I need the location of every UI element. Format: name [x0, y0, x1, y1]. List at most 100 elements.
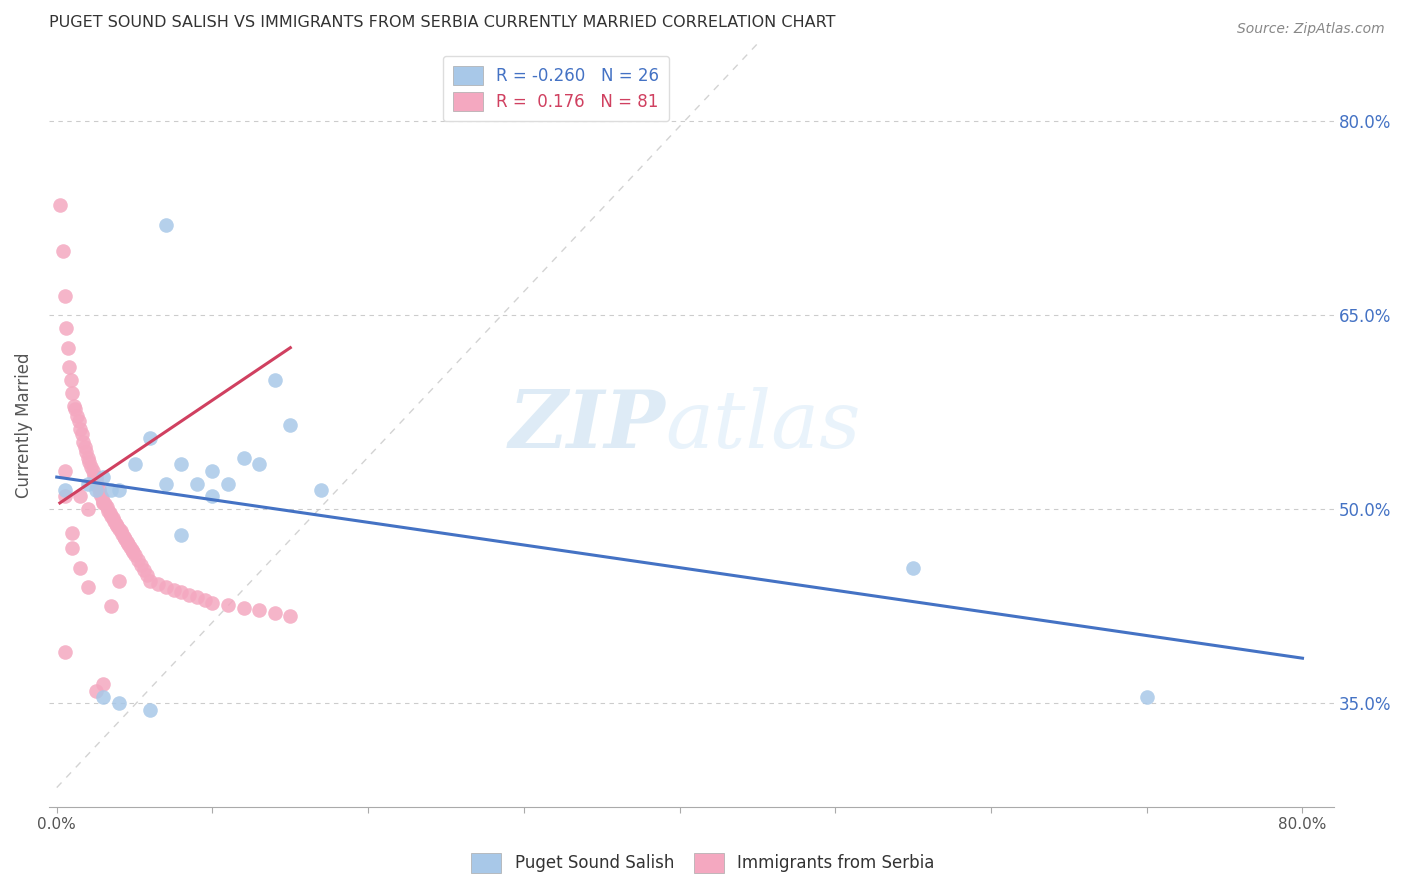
Point [108, 522, 131, 536]
Point [110, 524, 132, 539]
Point [93, 470, 115, 484]
Point [53, 483, 76, 497]
Point [53, 289, 76, 303]
Point [52, 244, 75, 258]
Point [247, 457, 270, 471]
Point [139, 574, 162, 588]
Point [100, 599, 122, 614]
Point [108, 483, 131, 497]
Point [139, 431, 162, 445]
Point [117, 537, 139, 551]
Point [186, 591, 208, 605]
Point [66, 409, 89, 424]
Point [118, 540, 141, 554]
Point [82, 464, 104, 478]
Point [121, 542, 143, 557]
Point [104, 516, 127, 531]
Point [77, 580, 100, 594]
Point [53, 464, 76, 478]
Legend: Puget Sound Salish, Immigrants from Serbia: Puget Sound Salish, Immigrants from Serb… [464, 847, 942, 880]
Point [93, 494, 115, 508]
Point [162, 582, 184, 597]
Point [100, 508, 122, 523]
Point [232, 450, 254, 465]
Text: ZIP: ZIP [509, 386, 665, 464]
Point [217, 476, 239, 491]
Point [96, 500, 118, 514]
Point [83, 468, 105, 483]
Point [90, 491, 112, 505]
Point [263, 606, 285, 620]
Point [139, 703, 162, 717]
Point [108, 697, 131, 711]
Point [53, 490, 76, 504]
Point [107, 519, 129, 533]
Point [194, 593, 217, 607]
Point [115, 534, 138, 549]
Point [132, 563, 155, 577]
Point [67, 414, 90, 428]
Point [84, 483, 107, 497]
Point [129, 558, 152, 572]
Point [112, 530, 135, 544]
Point [170, 585, 193, 599]
Point [114, 532, 136, 546]
Point [56, 341, 79, 355]
Point [100, 483, 122, 497]
Point [136, 568, 159, 582]
Point [80, 459, 103, 474]
Point [903, 560, 925, 574]
Point [86, 478, 108, 492]
Point [93, 690, 115, 704]
Point [59, 373, 82, 387]
Point [311, 483, 333, 497]
Point [77, 476, 100, 491]
Point [124, 457, 146, 471]
Point [127, 553, 149, 567]
Point [103, 514, 125, 528]
Point [73, 440, 96, 454]
Point [93, 677, 115, 691]
Point [263, 373, 285, 387]
Point [60, 525, 83, 540]
Point [60, 541, 83, 556]
Point [53, 645, 76, 659]
Point [77, 450, 100, 465]
Point [72, 435, 94, 450]
Legend: R = -0.260   N = 26, R =  0.176   N = 81: R = -0.260 N = 26, R = 0.176 N = 81 [443, 56, 669, 121]
Point [94, 497, 117, 511]
Point [278, 418, 301, 433]
Point [84, 470, 107, 484]
Point [98, 506, 121, 520]
Y-axis label: Currently Married: Currently Married [15, 352, 32, 498]
Point [170, 457, 193, 471]
Point [170, 528, 193, 542]
Point [69, 490, 91, 504]
Point [69, 560, 91, 574]
Point [155, 476, 177, 491]
Point [101, 511, 124, 525]
Point [232, 600, 254, 615]
Point [155, 218, 177, 232]
Point [63, 399, 86, 413]
Point [55, 321, 77, 335]
Point [122, 545, 145, 559]
Point [77, 502, 100, 516]
Point [75, 445, 97, 459]
Point [58, 360, 80, 375]
Point [69, 422, 91, 436]
Text: Source: ZipAtlas.com: Source: ZipAtlas.com [1237, 22, 1385, 37]
Point [89, 487, 111, 501]
Point [217, 598, 239, 612]
Point [84, 473, 107, 487]
Point [70, 427, 93, 442]
Point [108, 574, 131, 588]
Point [65, 401, 87, 416]
Point [201, 464, 224, 478]
Point [79, 454, 101, 468]
Point [146, 577, 169, 591]
Point [201, 596, 224, 610]
Point [1136, 690, 1159, 704]
Point [278, 608, 301, 623]
Point [247, 603, 270, 617]
